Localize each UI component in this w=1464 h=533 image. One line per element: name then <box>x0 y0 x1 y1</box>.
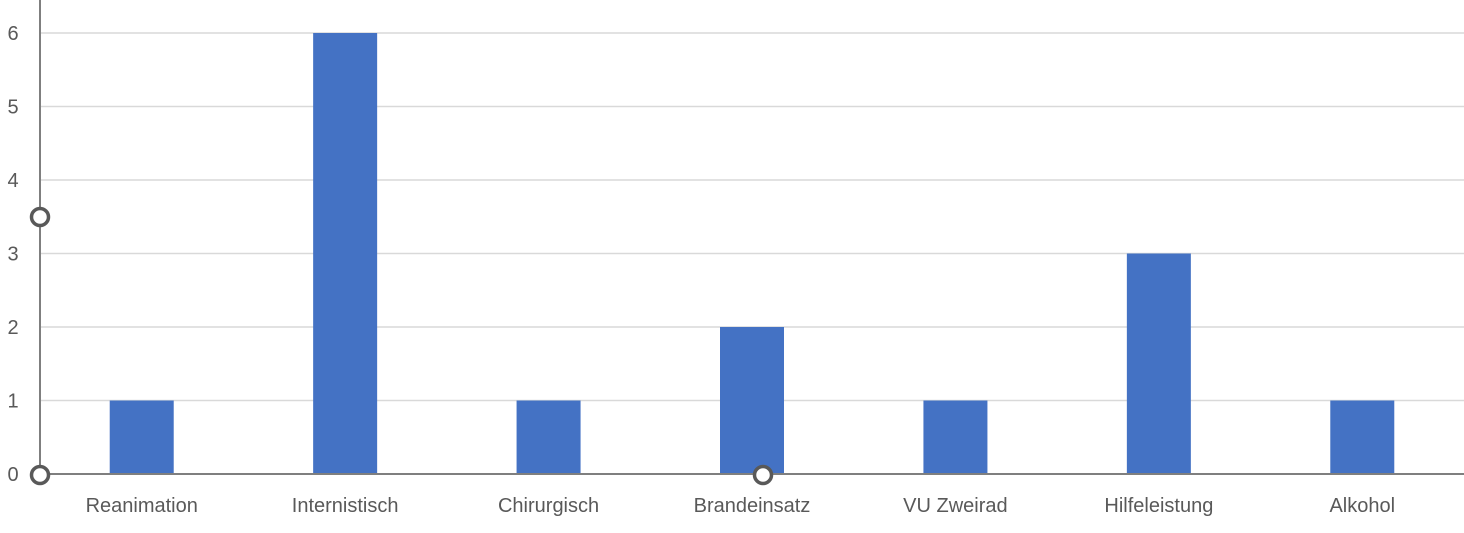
y-tick-label: 2 <box>7 317 18 339</box>
selection-handles[interactable] <box>29 206 774 486</box>
gridlines <box>40 32 1464 402</box>
bar-vu-zweirad[interactable] <box>923 400 988 475</box>
bar-internistisch[interactable] <box>313 33 378 474</box>
y-tick-label: 5 <box>7 97 18 119</box>
bar-chirurgisch[interactable] <box>516 400 581 475</box>
handle-left-middle[interactable] <box>29 206 51 228</box>
handle-bottom-middle[interactable] <box>752 464 774 486</box>
x-tick-label: Internistisch <box>292 495 399 517</box>
y-tick-label: 4 <box>7 170 18 192</box>
axes <box>39 0 1464 475</box>
x-tick-labels: Reanimation Internistisch Chirurgisch Brand… <box>86 495 1396 517</box>
x-tick-label: VU Zweirad <box>903 495 1007 517</box>
handle-bottom-left[interactable] <box>29 464 51 486</box>
x-tick-label: Chirurgisch <box>498 495 599 517</box>
bar-series[interactable] <box>109 33 1395 475</box>
bar-brandeinsatz[interactable] <box>720 327 784 474</box>
y-tick-labels: 0 1 2 3 4 5 6 <box>7 23 18 486</box>
y-tick-label: 3 <box>7 244 18 266</box>
y-tick-label: 6 <box>7 23 18 45</box>
x-tick-label: Reanimation <box>86 495 198 517</box>
bar-alkohol[interactable] <box>1330 400 1395 475</box>
y-tick-label: 1 <box>7 391 18 413</box>
y-tick-label: 0 <box>7 464 18 486</box>
x-tick-label: Hilfeleistung <box>1104 495 1213 517</box>
x-tick-label: Brandeinsatz <box>694 495 811 517</box>
bar-reanimation[interactable] <box>109 400 174 475</box>
bar-hilfeleistung[interactable] <box>1126 253 1191 475</box>
x-tick-label: Alkohol <box>1329 495 1395 517</box>
